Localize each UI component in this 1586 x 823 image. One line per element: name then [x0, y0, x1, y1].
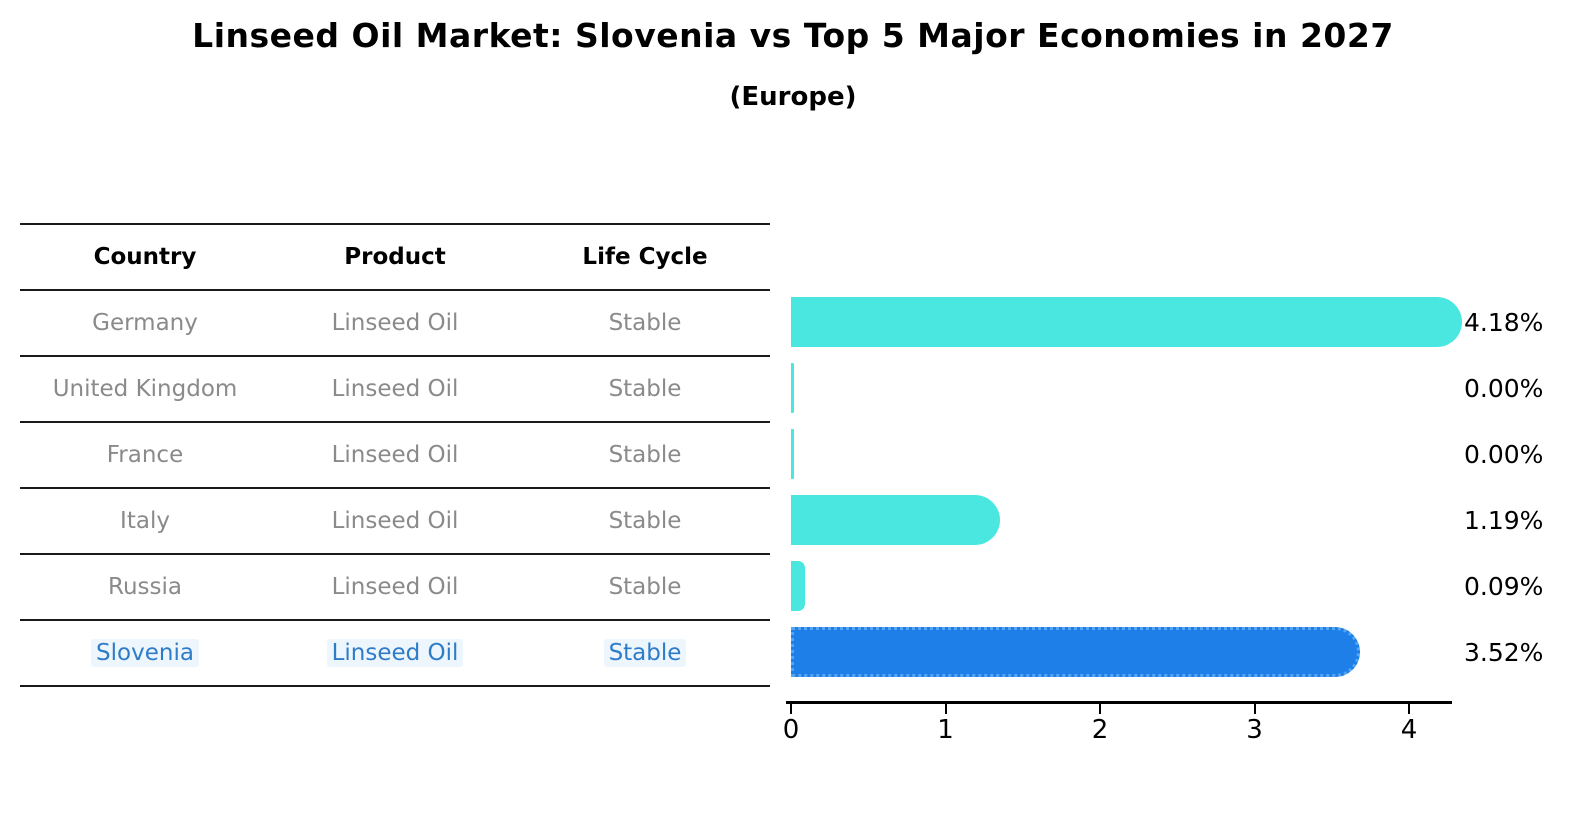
column-header-product: Product [344, 244, 446, 270]
tick-label: 2 [1091, 715, 1109, 745]
bar-row-italy [791, 487, 1491, 553]
bar-slovenia [791, 627, 1360, 677]
cell-product: Linseed Oil [331, 376, 459, 402]
bar-row-slovenia [791, 619, 1491, 685]
tick-mark [944, 704, 947, 714]
cell-country: United Kingdom [52, 376, 238, 402]
table-header-row: Country Product Life Cycle [20, 223, 770, 289]
cell-country: Germany [92, 310, 198, 336]
cell-life-cycle: Stable [608, 442, 682, 468]
cell-product: Linseed Oil [331, 442, 459, 468]
chart-title: Linseed Oil Market: Slovenia vs Top 5 Ma… [192, 16, 1394, 55]
cell-life-cycle: Stable [608, 574, 682, 600]
cell-product: Linseed Oil [331, 310, 459, 336]
x-axis: 0 1 2 3 4 [783, 701, 1455, 761]
bar-united-kingdom [791, 363, 794, 413]
value-label-germany: 4.18% [1464, 307, 1544, 337]
country-info-table: Country Product Life Cycle Germany Linse… [20, 223, 770, 687]
cell-life-cycle: Stable [608, 508, 682, 534]
cell-life-cycle: Stable [608, 376, 682, 402]
cell-life-cycle: Stable [520, 639, 770, 667]
tick-label: 1 [937, 715, 954, 745]
value-label-france: 0.00% [1464, 439, 1544, 469]
value-label-russia: 0.09% [1464, 571, 1544, 601]
tick-mark [1099, 704, 1101, 714]
chart-subtitle: (Europe) [729, 82, 857, 112]
table-row-slovenia: Slovenia Linseed Oil Stable [20, 619, 770, 685]
tick-mark [790, 704, 792, 714]
value-label-italy: 1.19% [1464, 505, 1544, 535]
table-row-russia: Russia Linseed Oil Stable [20, 553, 770, 619]
bar-chart [791, 289, 1491, 685]
table-row-italy: Italy Linseed Oil Stable [20, 487, 770, 553]
cell-country: France [106, 442, 184, 468]
cell-life-cycle: Stable [608, 310, 682, 336]
column-header-country: Country [93, 244, 197, 270]
cell-country: Russia [108, 574, 182, 600]
cell-product: Linseed Oil [270, 639, 520, 667]
value-label-slovenia: 3.52% [1464, 637, 1544, 667]
cell-product: Linseed Oil [331, 508, 459, 534]
tick-label: 4 [1400, 715, 1418, 745]
cell-country: Slovenia [20, 639, 270, 667]
bar-row-united-kingdom [791, 355, 1491, 421]
column-header-life-cycle: Life Cycle [582, 244, 708, 270]
value-labels: 4.18% 0.00% 0.00% 1.19% 0.09% 3.52% [1464, 289, 1543, 685]
x-axis-line [786, 701, 1452, 704]
bar-italy [791, 495, 1000, 545]
table-row-france: France Linseed Oil Stable [20, 421, 770, 487]
tick-label: 3 [1246, 715, 1263, 745]
bar-france [791, 429, 794, 479]
cell-product: Linseed Oil [331, 574, 459, 600]
bar-row-france [791, 421, 1491, 487]
table-row-united-kingdom: United Kingdom Linseed Oil Stable [20, 355, 770, 421]
table-row-germany: Germany Linseed Oil Stable [20, 289, 770, 355]
bar-row-russia [791, 553, 1491, 619]
bar-russia [791, 561, 805, 611]
bar-germany [791, 297, 1462, 347]
tick-label: 0 [782, 715, 800, 745]
tick-mark [1408, 704, 1410, 714]
cell-country: Italy [120, 508, 170, 534]
tick-mark [1253, 704, 1256, 714]
value-label-united-kingdom: 0.00% [1464, 373, 1544, 403]
bar-row-germany [791, 289, 1491, 355]
